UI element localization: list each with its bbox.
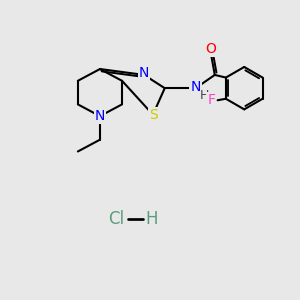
Text: H: H <box>145 210 158 228</box>
Text: F: F <box>207 93 215 107</box>
Text: O: O <box>205 42 216 56</box>
Text: S: S <box>149 108 158 122</box>
Text: N: N <box>139 66 149 80</box>
Text: N: N <box>190 80 201 94</box>
Text: H: H <box>200 89 209 102</box>
Text: Cl: Cl <box>108 210 124 228</box>
Text: N: N <box>95 109 105 123</box>
